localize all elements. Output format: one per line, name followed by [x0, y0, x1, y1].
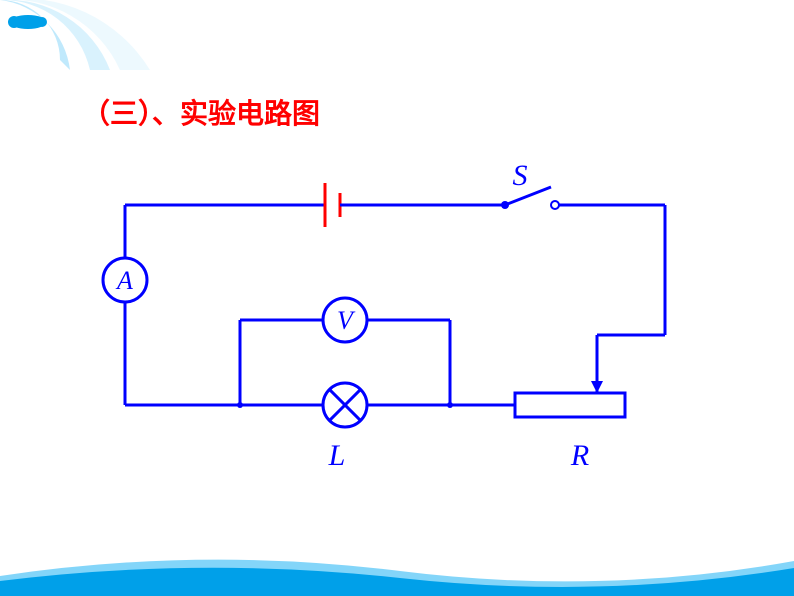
svg-text:R: R	[570, 439, 589, 472]
section-heading: （三）、实验电路图	[82, 92, 320, 132]
svg-text:V: V	[337, 306, 356, 335]
circuit-diagram: S R L A V	[85, 145, 705, 475]
svg-text:A: A	[115, 266, 133, 295]
svg-text:S: S	[513, 159, 528, 192]
corner-decoration	[0, 0, 150, 70]
footer-wave	[0, 536, 794, 596]
svg-text:L: L	[328, 439, 346, 472]
